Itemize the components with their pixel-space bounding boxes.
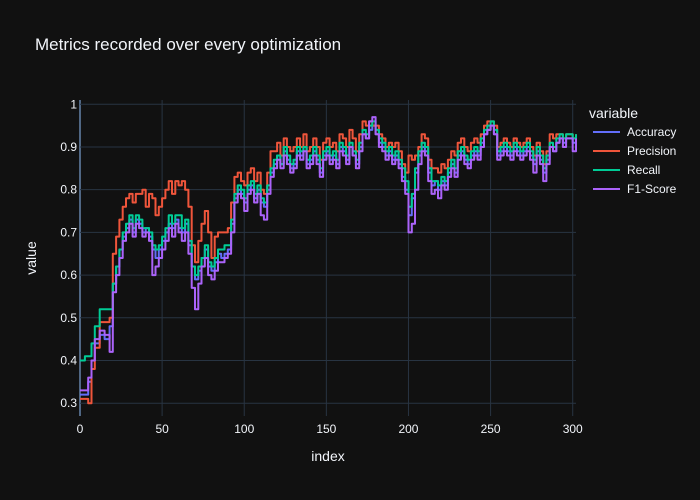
- chart-title: Metrics recorded over every optimization: [35, 35, 341, 54]
- tick-layer: 0 50 100 150 200 250 300 0.3 0.4 0.5 0.6 0.7 0.8 0.9 1: [60, 97, 583, 436]
- legend-title: variable: [589, 105, 638, 121]
- y-axis-label: value: [23, 241, 39, 275]
- x-tick-label: 100: [234, 422, 254, 436]
- x-tick-label: 200: [398, 422, 418, 436]
- x-tick-label: 150: [316, 422, 336, 436]
- legend-label: Recall: [627, 163, 660, 177]
- x-tick-label: 250: [481, 422, 501, 436]
- y-tick-label: 0.9: [60, 140, 77, 154]
- legend-label: Accuracy: [627, 125, 676, 139]
- y-tick-label: 0.8: [60, 183, 77, 197]
- legend[interactable]: variable Accuracy Precision Recall F1-Score: [589, 105, 677, 196]
- legend-item-precision[interactable]: Precision: [593, 144, 676, 158]
- legend-item-f1-score[interactable]: F1-Score: [593, 182, 677, 196]
- series-line-recall[interactable]: [80, 120, 577, 362]
- y-tick-label: 0.3: [60, 396, 77, 410]
- y-tick-label: 0.6: [60, 268, 77, 282]
- y-tick-label: 0.7: [60, 225, 77, 239]
- x-tick-label: 0: [77, 422, 84, 436]
- series-line-f1-score[interactable]: [80, 116, 577, 392]
- x-axis-label: index: [311, 448, 344, 464]
- series-layer: [80, 116, 577, 405]
- legend-label: Precision: [627, 144, 676, 158]
- x-tick-label: 300: [563, 422, 583, 436]
- legend-label: F1-Score: [627, 182, 677, 196]
- legend-item-recall[interactable]: Recall: [593, 163, 660, 177]
- x-tick-label: 50: [155, 422, 169, 436]
- y-tick-label: 0.4: [60, 353, 77, 367]
- legend-items: Accuracy Precision Recall F1-Score: [593, 125, 677, 196]
- legend-item-accuracy[interactable]: Accuracy: [593, 125, 676, 139]
- y-tick-label: 1: [70, 97, 77, 111]
- y-tick-label: 0.5: [60, 311, 77, 325]
